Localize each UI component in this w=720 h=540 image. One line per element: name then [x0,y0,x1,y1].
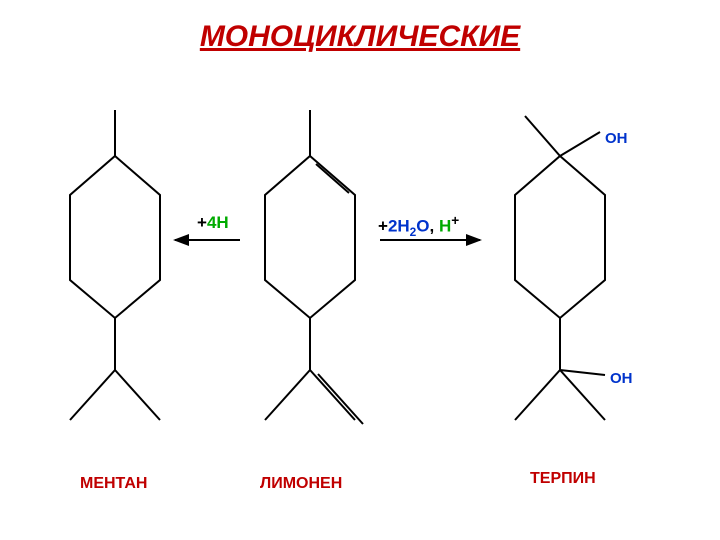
reaction-scheme [0,0,720,540]
oh-top: OH [605,130,628,147]
label-limonene: ЛИМОНЕН [260,475,342,493]
oh-bottom: OH [610,370,633,387]
reagent-hydrogenation: +4H [197,213,229,233]
reagent-hydration: +2H2O, H+ [378,213,459,239]
label-terpin: ТЕРПИН [530,470,596,488]
label-menthane: МЕНТАН [80,475,147,493]
